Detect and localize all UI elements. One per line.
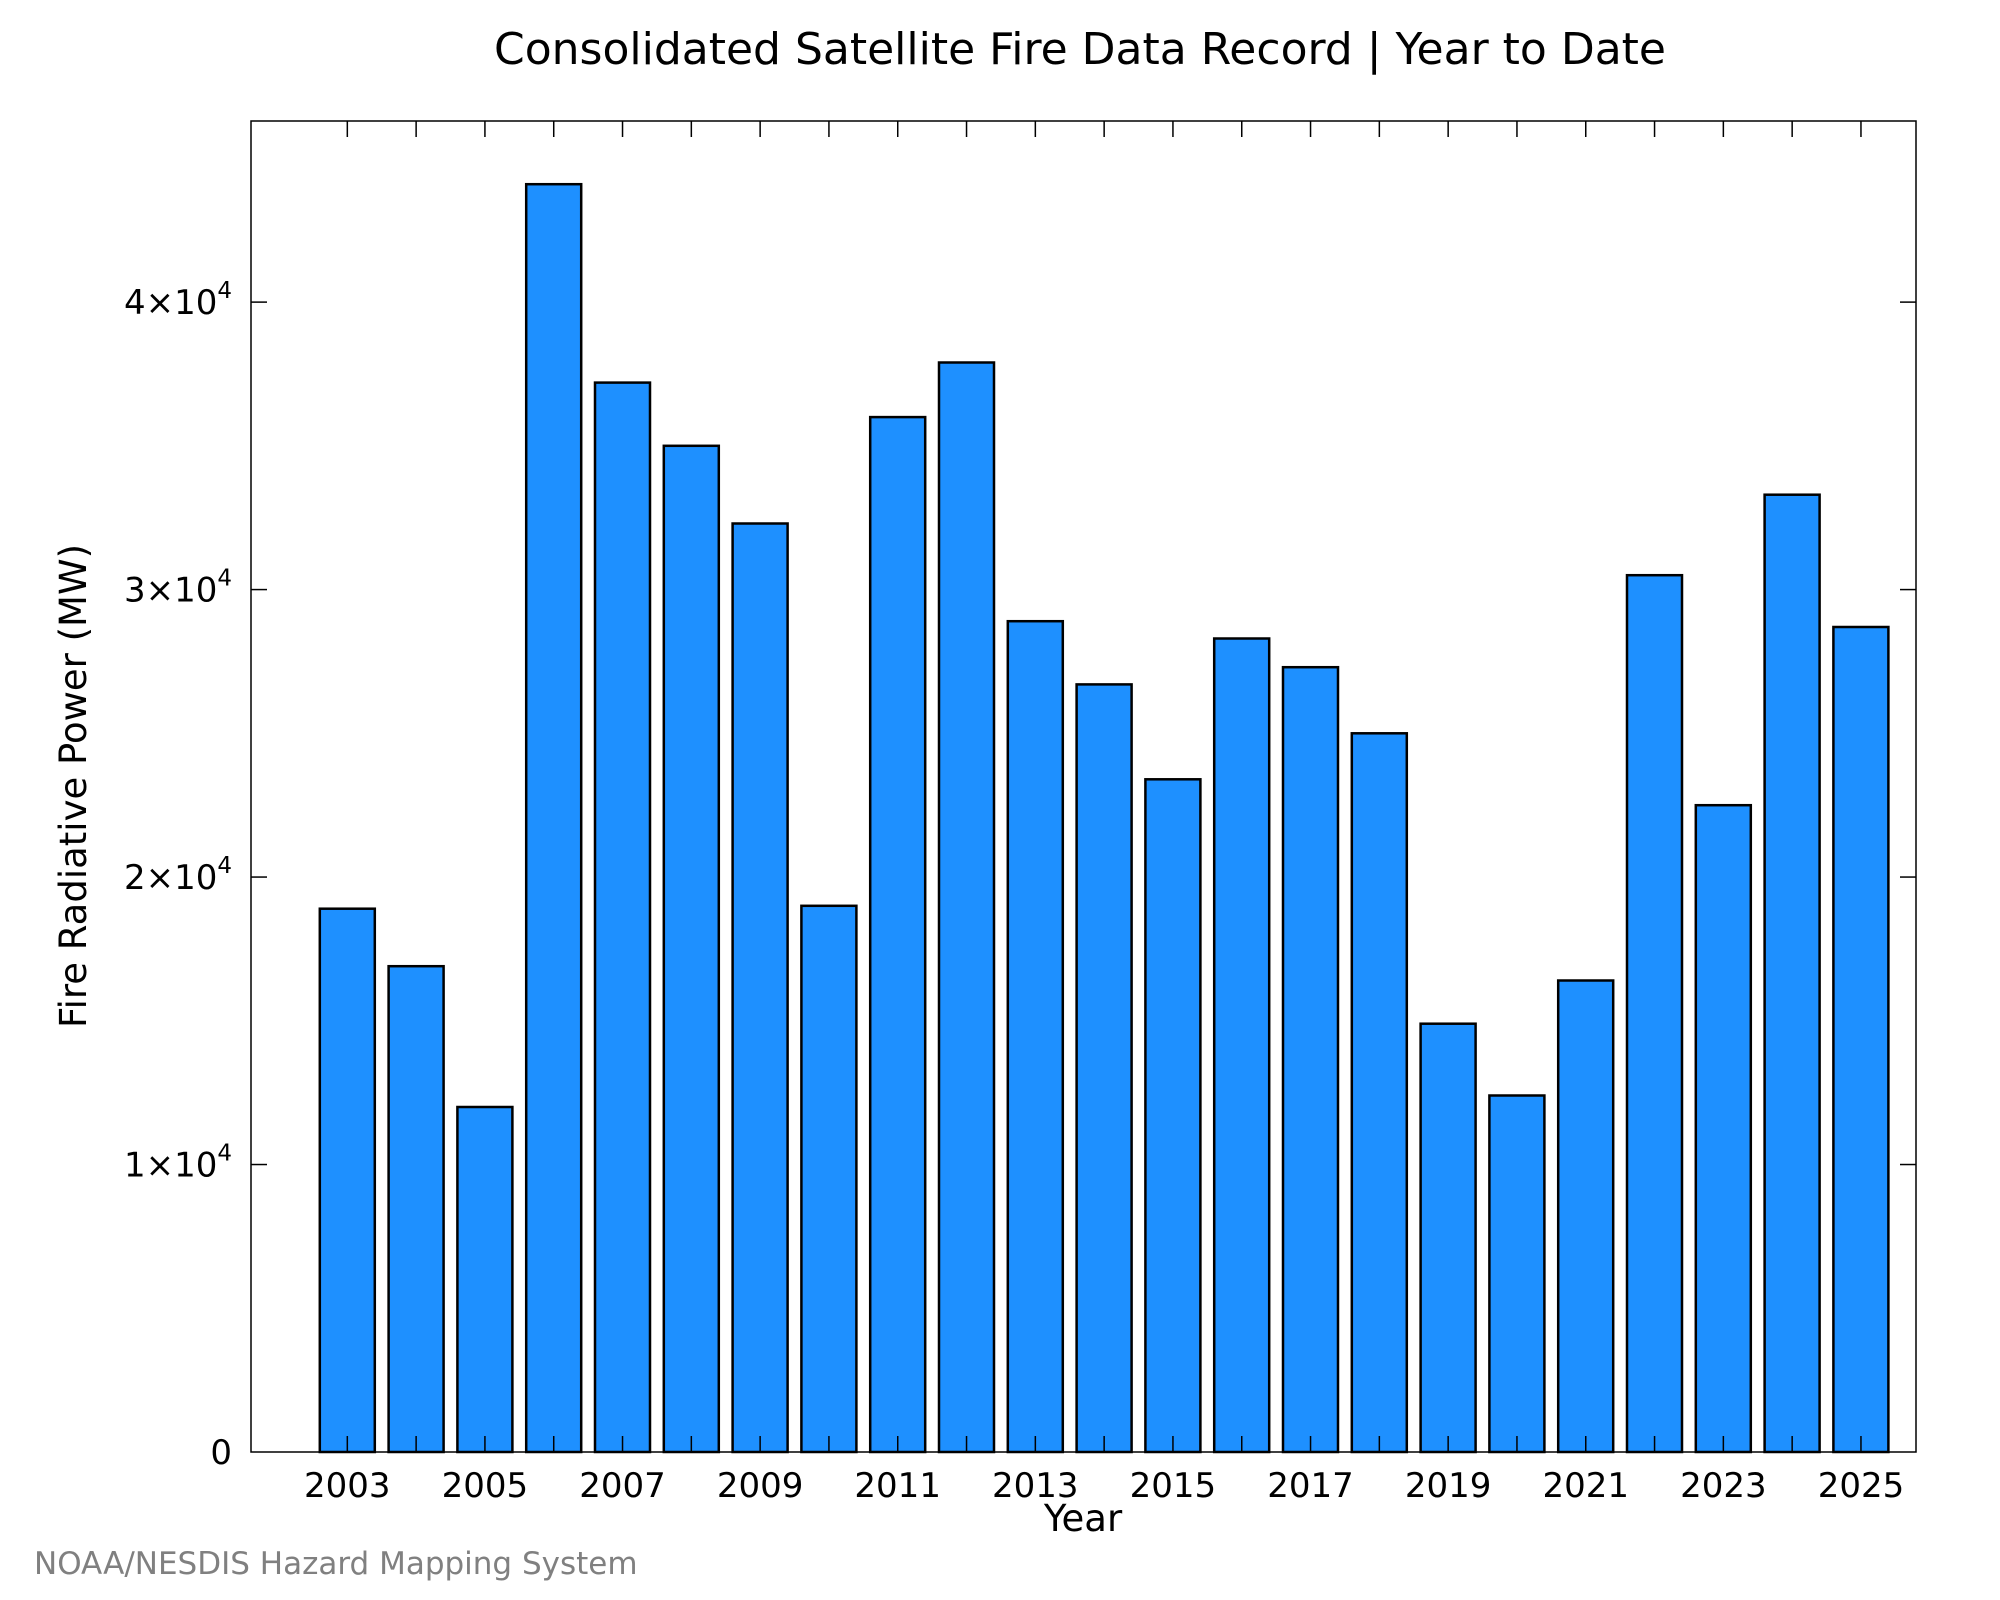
bar-2025 [1832, 625, 1890, 1454]
bar-2003 [318, 907, 377, 1454]
bar-2018 [1350, 732, 1409, 1454]
y-tick-label: 0 [210, 1433, 232, 1473]
bar-2020 [1488, 1094, 1546, 1454]
bar-2019 [1419, 1022, 1477, 1454]
bar-2012 [937, 361, 996, 1454]
y-axis-label: Fire Radiative Power (MW) [52, 544, 95, 1028]
bar-2022 [1625, 573, 1684, 1454]
x-tick-label: 2007 [579, 1466, 666, 1506]
y-tick-label: 2×104 [124, 853, 232, 898]
y-tick-labels: 0 1×104 2×104 3×104 4×104 [124, 278, 232, 1473]
bar-2004 [387, 964, 445, 1454]
chart-title: Consolidated Satellite Fire Data Record … [494, 24, 1666, 75]
bar-2021 [1556, 979, 1615, 1454]
bar-2017 [1281, 665, 1340, 1454]
bar-2007 [593, 381, 652, 1454]
bars-layer [318, 182, 1890, 1454]
bar-2005 [456, 1105, 514, 1454]
credit-text: NOAA/NESDIS Hazard Mapping System [34, 1546, 638, 1582]
plot-frame [250, 120, 1917, 1453]
x-tick-label: 2023 [1680, 1466, 1767, 1506]
bar-2008 [662, 444, 721, 1454]
x-tick-label: 2009 [717, 1466, 804, 1506]
x-tick-label: 2025 [1818, 1466, 1905, 1506]
x-tick-label: 2021 [1543, 1466, 1630, 1506]
bar-2009 [731, 522, 789, 1454]
x-tick-label: 2013 [992, 1466, 1079, 1506]
x-tick-labels: 2003 2005 2007 2009 2011 2013 2015 2017 2019 2021… [304, 1466, 1904, 1506]
x-tick-label: 2015 [1130, 1466, 1217, 1506]
bar-2011 [868, 415, 927, 1454]
bar-2015 [1144, 778, 1202, 1454]
bar-2014 [1075, 683, 1133, 1454]
bar-2006 [524, 182, 583, 1454]
x-tick-label: 2005 [442, 1466, 529, 1506]
bar-2024 [1763, 493, 1821, 1454]
x-axis-label: Year [1043, 1497, 1123, 1540]
x-tick-label: 2003 [304, 1466, 391, 1506]
x-tick-label: 2011 [854, 1466, 941, 1506]
y-tick-label: 3×104 [124, 566, 232, 611]
bar-2013 [1006, 619, 1065, 1454]
bar-2010 [800, 904, 858, 1454]
x-tick-label: 2017 [1267, 1466, 1354, 1506]
y-tick-label: 4×104 [124, 278, 232, 323]
axis-ticks [251, 121, 1916, 1452]
bar-2016 [1212, 637, 1271, 1454]
x-tick-label: 2019 [1405, 1466, 1492, 1506]
bar-2023 [1694, 803, 1753, 1454]
y-tick-label: 1×104 [124, 1141, 232, 1186]
